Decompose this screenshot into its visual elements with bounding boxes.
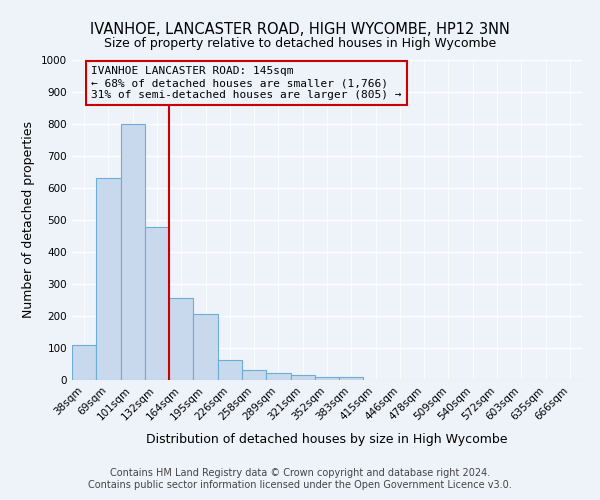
Text: Size of property relative to detached houses in High Wycombe: Size of property relative to detached ho… <box>104 38 496 51</box>
Text: Contains HM Land Registry data © Crown copyright and database right 2024.
Contai: Contains HM Land Registry data © Crown c… <box>88 468 512 490</box>
Bar <box>121 124 145 380</box>
Bar <box>315 377 339 380</box>
Bar <box>169 298 193 380</box>
Bar <box>96 178 121 380</box>
Bar <box>218 360 242 380</box>
Bar <box>290 375 315 380</box>
Bar <box>72 345 96 380</box>
X-axis label: Distribution of detached houses by size in High Wycombe: Distribution of detached houses by size … <box>146 433 508 446</box>
Bar <box>145 227 169 380</box>
Bar <box>266 373 290 380</box>
Y-axis label: Number of detached properties: Number of detached properties <box>22 122 35 318</box>
Text: IVANHOE, LANCASTER ROAD, HIGH WYCOMBE, HP12 3NN: IVANHOE, LANCASTER ROAD, HIGH WYCOMBE, H… <box>90 22 510 38</box>
Text: IVANHOE LANCASTER ROAD: 145sqm
← 68% of detached houses are smaller (1,766)
31% : IVANHOE LANCASTER ROAD: 145sqm ← 68% of … <box>91 66 402 100</box>
Bar <box>193 314 218 380</box>
Bar <box>339 377 364 380</box>
Bar <box>242 370 266 380</box>
